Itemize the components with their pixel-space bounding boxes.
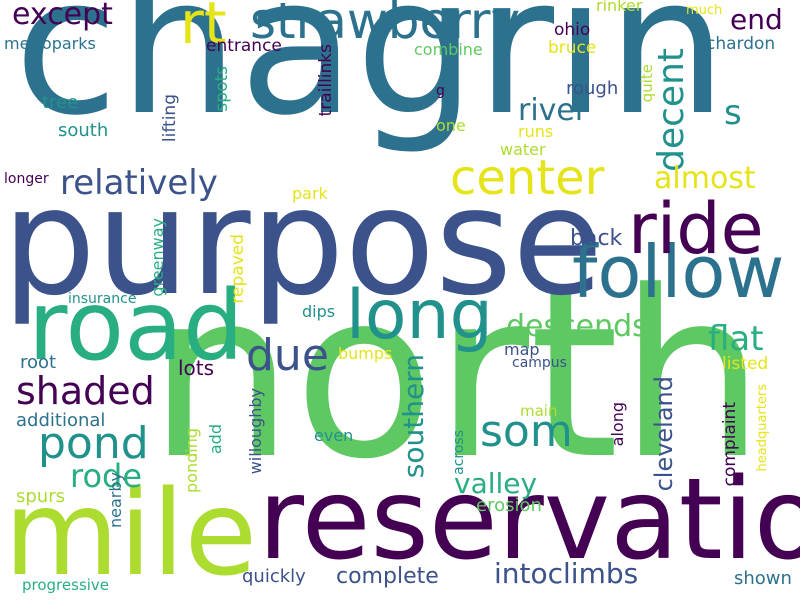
word: south — [58, 120, 109, 141]
word: rinker — [596, 0, 643, 15]
word: strawberry — [250, 0, 521, 50]
word: rough — [566, 78, 619, 99]
word: north — [148, 243, 766, 510]
word: listed — [722, 354, 769, 374]
word: chardon — [706, 34, 776, 54]
word: lifting — [160, 94, 180, 143]
word: chagrin — [14, 0, 728, 157]
word: tree — [42, 92, 79, 113]
word: intoclimbs — [494, 557, 639, 590]
word: southern — [397, 354, 430, 479]
word: quite — [638, 64, 656, 103]
word: across — [451, 430, 467, 475]
word: s — [724, 93, 742, 133]
word: entrance — [206, 36, 282, 56]
word: spots — [212, 66, 232, 112]
word: back — [570, 226, 623, 251]
word: almost — [654, 161, 756, 196]
word: insurance — [68, 291, 137, 307]
word: except — [12, 0, 113, 32]
word: river — [518, 93, 588, 128]
word: complete — [336, 564, 439, 589]
word: due — [246, 330, 329, 381]
word: pond — [38, 418, 149, 469]
word: nearby — [106, 472, 125, 528]
word: add — [206, 424, 225, 455]
word: along — [608, 402, 627, 447]
word: runs — [518, 122, 554, 141]
word: headquarters — [755, 384, 770, 472]
word: shaded — [16, 369, 155, 413]
word: additional — [16, 410, 106, 431]
word: long — [346, 276, 493, 355]
word: center — [450, 150, 605, 206]
word: park — [292, 184, 328, 203]
word: main — [520, 402, 558, 420]
word: reservation — [258, 455, 800, 585]
word: root — [20, 352, 57, 373]
word: bruce — [548, 38, 597, 58]
word: rode — [70, 457, 143, 495]
word: ponding — [182, 428, 201, 493]
word: follow — [572, 230, 785, 314]
word: water — [500, 140, 546, 159]
word: ride — [628, 188, 764, 270]
word: progressive — [22, 576, 110, 594]
word: g — [436, 83, 445, 99]
word: descends — [506, 309, 648, 344]
word: purpose — [2, 156, 604, 328]
word: bumps — [338, 344, 393, 363]
word: som — [480, 406, 573, 457]
word: ohio — [554, 20, 591, 40]
word: end — [730, 3, 783, 36]
word: much — [686, 3, 723, 18]
word: metroparks — [4, 34, 96, 53]
word: traillinks — [316, 44, 336, 117]
word: road — [28, 270, 244, 382]
word: even — [314, 426, 354, 445]
word: repaved — [228, 234, 248, 304]
word: one — [436, 116, 466, 135]
word: cleveland — [650, 376, 678, 492]
word: quickly — [242, 566, 306, 587]
word: complaint — [720, 402, 740, 487]
word: mile — [4, 464, 258, 600]
word: longer — [4, 171, 49, 187]
word: combine — [414, 40, 483, 59]
word: shown — [734, 568, 792, 589]
word: flat — [708, 319, 764, 359]
word: dips — [302, 302, 336, 321]
word: rt — [180, 0, 227, 57]
word: valley — [454, 467, 538, 500]
word: spurs — [16, 486, 65, 507]
word: map — [504, 340, 540, 359]
word: decent — [651, 48, 692, 172]
word: lots — [178, 356, 215, 380]
word: relatively — [60, 163, 218, 203]
word: greenway — [148, 218, 167, 297]
word: erosion — [476, 495, 542, 516]
word: willoughby — [246, 388, 265, 475]
word: campus — [512, 355, 567, 371]
